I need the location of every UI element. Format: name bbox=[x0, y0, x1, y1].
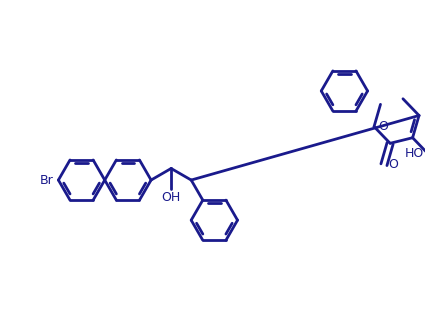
Text: Br: Br bbox=[40, 173, 54, 187]
Text: OH: OH bbox=[161, 191, 181, 204]
Text: O: O bbox=[379, 120, 389, 133]
Text: O: O bbox=[389, 158, 398, 171]
Text: HO: HO bbox=[405, 147, 424, 160]
